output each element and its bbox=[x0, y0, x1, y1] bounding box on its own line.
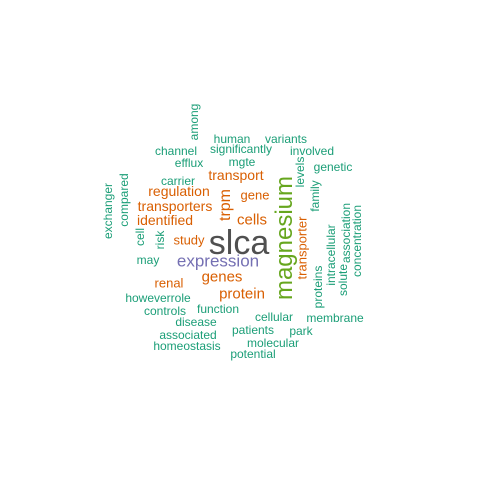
word-cells: cells bbox=[236, 211, 268, 229]
word-trpm: trpm bbox=[217, 189, 234, 221]
word-genetic: genetic bbox=[313, 160, 353, 174]
word-magnesium: magnesium bbox=[271, 175, 298, 301]
word-function: function bbox=[196, 302, 240, 316]
word-involved: involved bbox=[289, 144, 335, 158]
word-significantly: significantly bbox=[209, 142, 273, 156]
word-patients: patients bbox=[231, 323, 275, 337]
word-concentration: concentration bbox=[350, 204, 364, 278]
word-park: park bbox=[289, 324, 313, 338]
word-levels: levels bbox=[293, 156, 307, 188]
word-channel: channel bbox=[154, 144, 198, 158]
word-proteins: proteins bbox=[311, 265, 325, 309]
word-risk: risk bbox=[153, 230, 167, 250]
word-compared: compared bbox=[117, 173, 131, 227]
word-family: family bbox=[308, 180, 322, 212]
word-genes: genes bbox=[201, 268, 243, 286]
word-membrane: membrane bbox=[306, 311, 364, 325]
word-exchanger: exchanger bbox=[101, 182, 115, 240]
word-study: study bbox=[173, 232, 205, 248]
word-gene: gene bbox=[240, 187, 270, 203]
word-transporters: transporters bbox=[137, 198, 213, 214]
word-solute: solute bbox=[336, 263, 350, 297]
word-identified: identified bbox=[136, 212, 194, 228]
word-slca: slca bbox=[208, 224, 270, 262]
word-controls: controls bbox=[143, 304, 187, 318]
word-regulation: regulation bbox=[148, 183, 210, 199]
word-mgte: mgte bbox=[228, 155, 256, 169]
word-cellular: cellular bbox=[254, 310, 294, 324]
word-molecular: molecular bbox=[246, 336, 300, 350]
word-cell: cell bbox=[133, 227, 147, 247]
word-among: among bbox=[187, 103, 201, 141]
word-efflux: efflux bbox=[174, 156, 204, 170]
word-expression: expression bbox=[176, 251, 260, 271]
word-disease: disease bbox=[175, 315, 217, 329]
word-transporter: transporter bbox=[294, 216, 310, 280]
word-transport: transport bbox=[208, 167, 264, 183]
word-howeverrole: howeverrole bbox=[125, 291, 191, 305]
word-homeostasis: homeostasis bbox=[153, 339, 221, 353]
word-variants: variants bbox=[264, 132, 308, 146]
word-renal: renal bbox=[154, 275, 184, 291]
word-human: human bbox=[213, 132, 251, 146]
word-potential: potential bbox=[230, 347, 276, 361]
word-may: may bbox=[136, 253, 160, 267]
word-protein: protein bbox=[219, 285, 265, 303]
word-associated: associated bbox=[159, 328, 217, 342]
word-carrier: carrier bbox=[160, 174, 196, 188]
